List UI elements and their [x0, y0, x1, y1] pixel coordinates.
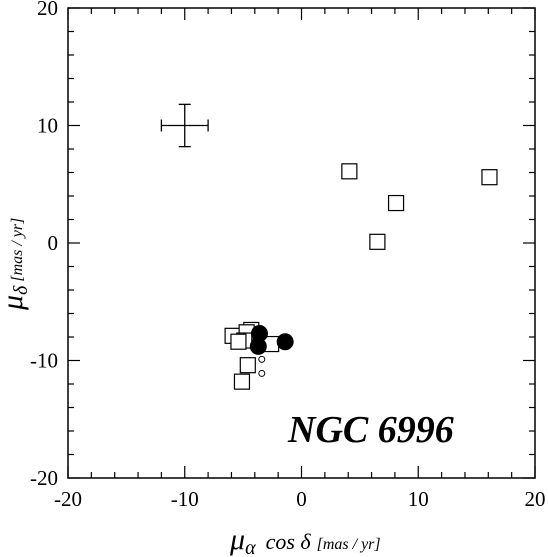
filled-circle-point	[249, 337, 267, 355]
open-square-point	[239, 357, 256, 374]
open-square-point	[230, 333, 247, 350]
x-label-unit: [mas / yr]	[317, 536, 381, 553]
y-label-unit: [mas / yr]	[9, 218, 26, 282]
y-tick-label: 20	[37, 0, 58, 20]
y-label-subscript: δ	[10, 285, 32, 295]
x-axis-label: μα cos δ [mas / yr]	[229, 523, 381, 557]
small-circle-point	[258, 369, 266, 377]
open-square-point	[341, 163, 358, 180]
y-axis-label: μδ [mas / yr]	[0, 218, 32, 311]
y-label-symbol: μ	[0, 295, 29, 311]
x-tick-label: -20	[54, 487, 82, 511]
y-tick-label: 0	[48, 231, 59, 255]
y-tick-label: -10	[30, 349, 58, 373]
x-label-subscript: α	[245, 537, 256, 557]
open-square-point	[233, 373, 251, 390]
error-bar	[160, 103, 209, 148]
open-square-point	[369, 233, 386, 250]
axis-ticks	[67, 7, 536, 479]
y-tick-label: -20	[30, 466, 58, 490]
y-tick-label: 10	[37, 114, 58, 138]
x-tick-label: 0	[296, 487, 307, 511]
x-tick-labels: -20 -10 0 10 20	[54, 487, 546, 511]
cluster-label: NGC 6996	[287, 409, 454, 451]
x-tick-label: 20	[525, 487, 546, 511]
x-label-symbol: μ	[229, 523, 245, 556]
x-tick-label: -10	[171, 487, 199, 511]
x-tick-label: 10	[408, 487, 429, 511]
data-points	[224, 163, 498, 390]
plot-frame	[67, 7, 536, 479]
filled-circle-point	[276, 333, 294, 351]
x-label-cos-delta: cos δ	[266, 529, 312, 554]
y-tick-labels: -20 -10 0 10 20	[30, 0, 58, 490]
small-circle-point	[258, 355, 266, 363]
open-square-point	[387, 194, 405, 212]
open-square-point	[481, 169, 498, 186]
